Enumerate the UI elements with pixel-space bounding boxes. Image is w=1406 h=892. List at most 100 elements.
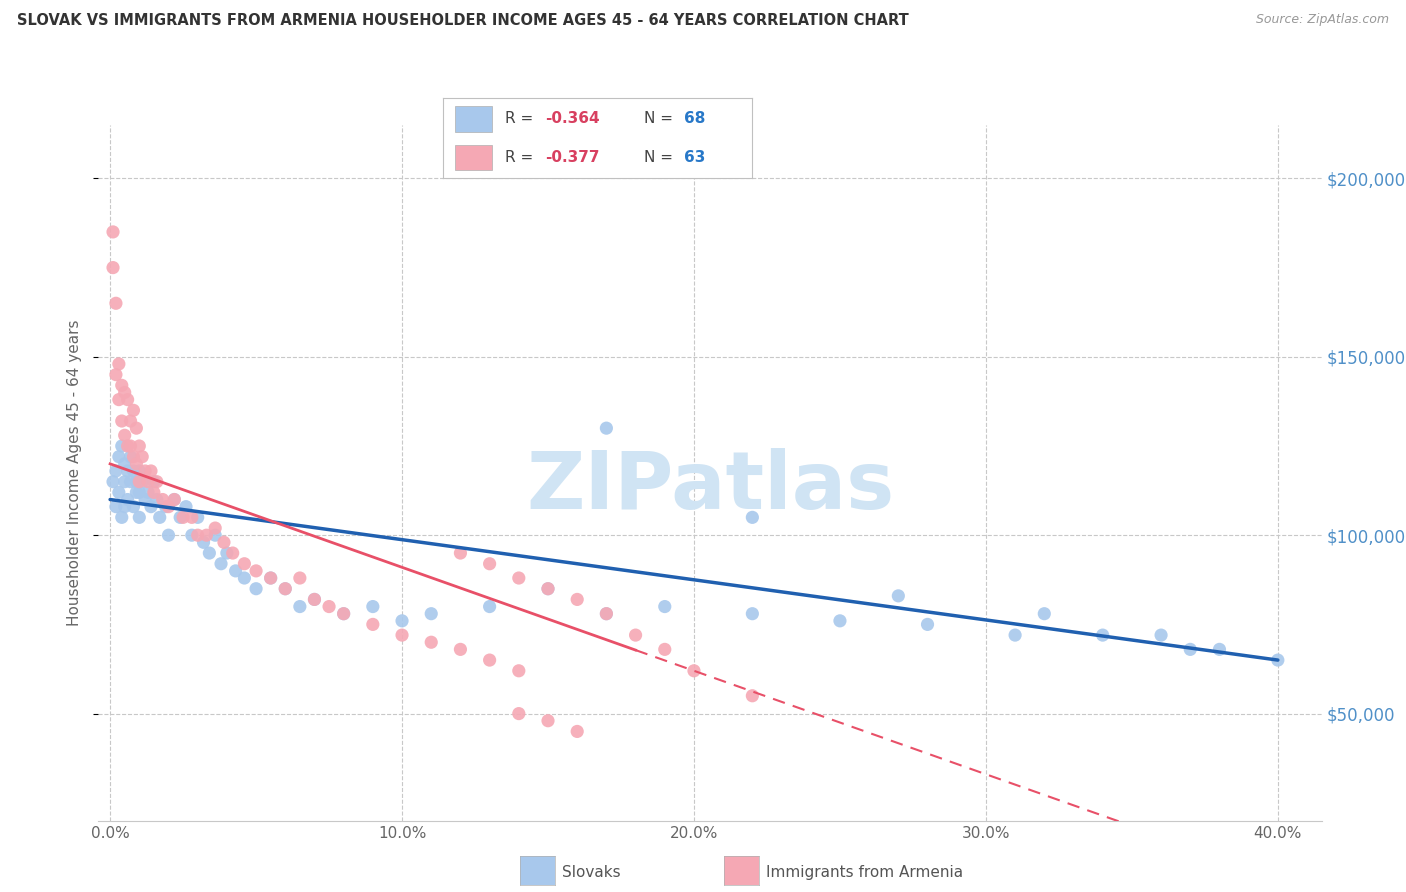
Point <box>117 392 139 407</box>
Point <box>101 475 124 489</box>
Point <box>128 485 150 500</box>
Text: 63: 63 <box>685 150 706 165</box>
Point <box>122 500 145 514</box>
Point <box>139 464 162 478</box>
Point <box>146 492 169 507</box>
Point <box>134 464 156 478</box>
Point <box>149 510 172 524</box>
Point <box>120 414 142 428</box>
Point <box>195 528 218 542</box>
Point <box>163 492 186 507</box>
Point <box>420 607 443 621</box>
Point <box>245 564 267 578</box>
Point <box>142 485 165 500</box>
Point <box>1267 653 1289 667</box>
Point <box>209 557 232 571</box>
Point <box>332 607 354 621</box>
Point <box>420 635 443 649</box>
Point <box>233 557 256 571</box>
Text: R =: R = <box>505 150 538 165</box>
Point <box>595 421 617 435</box>
Point <box>215 546 238 560</box>
Point <box>288 599 311 614</box>
Point <box>887 589 910 603</box>
Point <box>157 500 180 514</box>
Point <box>142 475 165 489</box>
Point <box>104 368 127 382</box>
Text: R =: R = <box>505 112 538 127</box>
Point <box>152 492 174 507</box>
Point <box>117 464 139 478</box>
Point <box>1004 628 1026 642</box>
Text: SLOVAK VS IMMIGRANTS FROM ARMENIA HOUSEHOLDER INCOME AGES 45 - 64 YEARS CORRELAT: SLOVAK VS IMMIGRANTS FROM ARMENIA HOUSEH… <box>17 13 908 29</box>
Point <box>274 582 297 596</box>
Point <box>120 450 142 464</box>
Point <box>180 510 202 524</box>
Point <box>741 510 763 524</box>
Text: -0.377: -0.377 <box>546 150 599 165</box>
Point <box>101 225 124 239</box>
Point <box>741 689 763 703</box>
Point <box>1180 642 1202 657</box>
Text: 68: 68 <box>685 112 706 127</box>
Point <box>187 528 209 542</box>
Text: Slovaks: Slovaks <box>562 865 621 880</box>
Point <box>122 464 145 478</box>
Point <box>508 571 530 585</box>
Point <box>104 296 127 310</box>
Point <box>108 450 131 464</box>
Point <box>108 392 131 407</box>
Point <box>136 485 159 500</box>
Point <box>117 439 139 453</box>
Point <box>125 421 148 435</box>
Point <box>233 571 256 585</box>
Text: -0.364: -0.364 <box>546 112 599 127</box>
Point <box>537 582 560 596</box>
Point <box>212 535 235 549</box>
Point <box>361 599 384 614</box>
Point <box>125 475 148 489</box>
Point <box>332 607 354 621</box>
Point <box>683 664 706 678</box>
Point <box>741 607 763 621</box>
Point <box>391 614 413 628</box>
Point <box>478 653 501 667</box>
Y-axis label: Householder Income Ages 45 - 64 years: Householder Income Ages 45 - 64 years <box>67 319 83 626</box>
Point <box>654 599 676 614</box>
Point <box>1033 607 1056 621</box>
Point <box>508 706 530 721</box>
Point <box>274 582 297 596</box>
Point <box>654 642 676 657</box>
FancyBboxPatch shape <box>456 106 492 132</box>
Point <box>120 439 142 453</box>
Point <box>128 464 150 478</box>
Point <box>1091 628 1114 642</box>
Point <box>157 528 180 542</box>
Point <box>128 510 150 524</box>
Point <box>198 546 221 560</box>
Point <box>449 546 471 560</box>
Point <box>104 500 127 514</box>
Point <box>595 607 617 621</box>
Point <box>155 500 177 514</box>
Point <box>174 500 197 514</box>
Point <box>391 628 413 642</box>
Point <box>225 564 247 578</box>
Point <box>134 492 156 507</box>
Point <box>128 475 150 489</box>
Point <box>595 607 617 621</box>
Point <box>187 510 209 524</box>
Point <box>128 439 150 453</box>
Point <box>478 599 501 614</box>
Text: Source: ZipAtlas.com: Source: ZipAtlas.com <box>1256 13 1389 27</box>
Point <box>508 664 530 678</box>
Point <box>114 385 136 400</box>
Point <box>917 617 939 632</box>
FancyBboxPatch shape <box>456 145 492 170</box>
Text: Immigrants from Armenia: Immigrants from Armenia <box>766 865 963 880</box>
Point <box>172 510 194 524</box>
Point <box>111 439 134 453</box>
Point <box>131 450 153 464</box>
Point <box>828 614 851 628</box>
Point <box>114 500 136 514</box>
